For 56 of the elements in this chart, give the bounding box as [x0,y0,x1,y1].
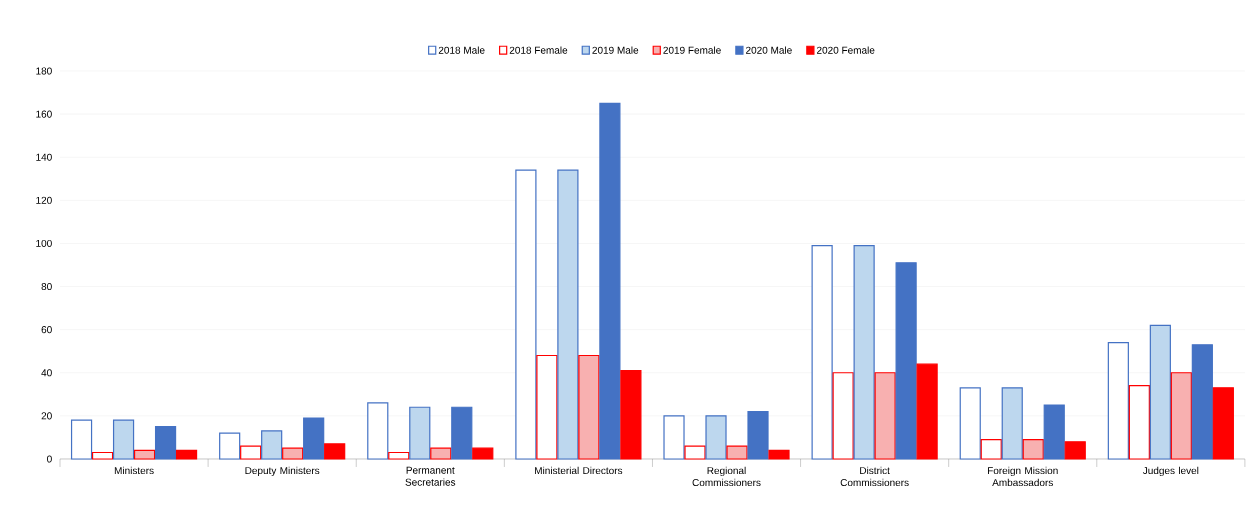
y-tick-label: 40 [41,369,52,377]
bar [1001,387,1023,460]
bar [430,447,452,460]
x-tick-label: Judges level [1142,466,1199,477]
legend-label: 2020 Male [746,46,792,54]
bar [557,169,579,460]
bar [895,262,917,460]
y-tick-label: 140 [36,153,52,161]
bar [1149,324,1171,460]
bar [578,354,600,460]
x-tick-label: Ministerial Directors [535,466,623,475]
bar [261,430,283,460]
bar [1212,387,1234,460]
legend-label: 2020 Female [817,46,875,54]
x-tick-label: Regional Commissioners [692,466,761,487]
bar [175,449,198,460]
legend-label: 2018 Male [438,46,485,54]
bar [874,372,896,460]
bar [112,419,135,460]
x-tick-label: Permanent Secretaries [405,466,456,486]
y-tick-label: 100 [36,239,52,247]
x-tick-label: Deputy Ministers [245,466,320,477]
y-tick-label: 20 [41,412,52,420]
bar [1191,344,1213,460]
bar [472,447,494,460]
bar [324,443,346,460]
legend-label: 2019 Male [592,46,639,54]
bar [768,449,790,460]
bar [747,410,769,460]
bar [1022,438,1044,460]
bar [705,415,727,460]
y-tick-label: 180 [36,67,52,75]
bar [599,102,621,460]
x-tick-label: Ministers [114,466,154,475]
y-tick-label: 60 [41,326,52,334]
bar [620,370,642,460]
bar [726,445,748,460]
legend-label: 2018 Female [509,46,568,54]
bar [133,449,156,460]
bar [282,447,304,460]
bar [1064,441,1086,460]
bar [916,363,938,460]
y-tick-label: 0 [47,455,52,463]
bar [1170,372,1192,460]
bar [154,426,177,460]
legend-label: 2019 Female [663,46,721,54]
y-tick-label: 160 [36,110,52,118]
bar [451,406,473,460]
x-tick-label: District Commissioners [840,466,909,487]
bar [853,244,875,460]
y-tick-label: 120 [36,196,52,204]
bar [409,406,431,460]
x-tick-label: Foreign Mission Ambassadors [988,466,1058,487]
y-tick-label: 80 [41,283,52,291]
bar [303,417,325,460]
bar [1043,404,1065,460]
